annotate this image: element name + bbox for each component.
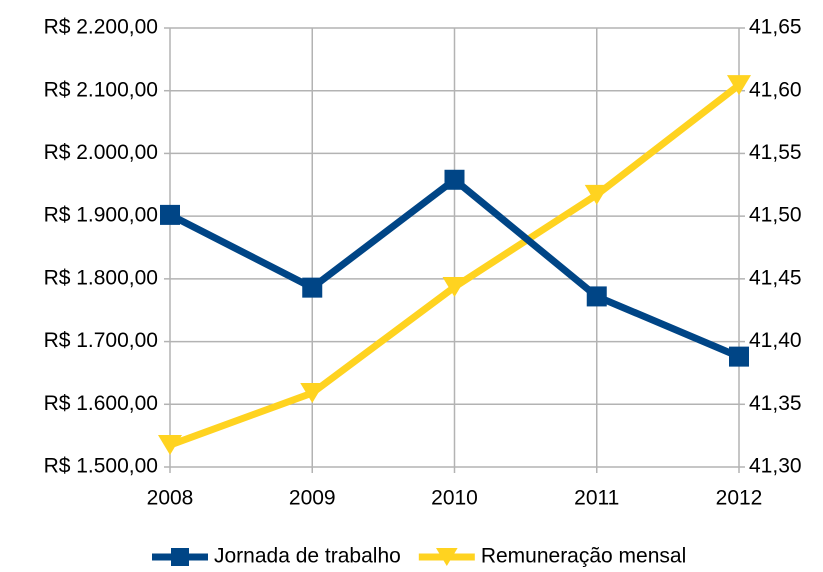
marker xyxy=(302,277,323,298)
y-tick-label: R$ 1.800,00 xyxy=(44,266,158,289)
marker xyxy=(171,548,189,566)
y-tick-label: R$ 2.000,00 xyxy=(44,141,158,164)
y-tick-label: R$ 2.200,00 xyxy=(44,16,158,39)
legend-label: Remuneração mensal xyxy=(481,545,686,568)
marker xyxy=(727,75,751,96)
y2-tick-label: 41,65 xyxy=(749,16,802,39)
series xyxy=(160,169,749,367)
y2-tick-label: 41,40 xyxy=(749,329,802,352)
marker xyxy=(300,382,325,403)
marker xyxy=(158,435,182,456)
marker xyxy=(160,204,180,225)
x-tick-label: 2009 xyxy=(289,487,336,510)
y-tick-label: R$ 1.700,00 xyxy=(44,329,158,352)
y-tick-label: R$ 1.500,00 xyxy=(44,455,158,478)
y2-tick-label: 41,50 xyxy=(749,204,802,227)
marker xyxy=(436,548,458,566)
marker xyxy=(729,346,749,367)
y2-tick-label: 41,30 xyxy=(749,455,802,478)
marker xyxy=(442,277,467,298)
x-tick-label: 2011 xyxy=(574,487,619,510)
legend-label: Jornada de trabalho xyxy=(214,545,401,568)
y-tick-label: R$ 1.600,00 xyxy=(44,392,158,415)
y-tick-label: R$ 1.900,00 xyxy=(44,204,158,227)
legend: Jornada de trabalho Remuneração mensal xyxy=(152,545,686,568)
x-tick-label: 2010 xyxy=(431,487,478,510)
series xyxy=(158,75,751,456)
x-tick-label: 2008 xyxy=(147,487,194,510)
y2-tick-label: 41,35 xyxy=(749,392,802,415)
grid xyxy=(164,27,745,473)
marker xyxy=(586,286,607,307)
y-tick-label: R$ 2.100,00 xyxy=(44,78,158,101)
marker xyxy=(584,184,609,205)
marker xyxy=(444,169,465,190)
y2-tick-label: 41,45 xyxy=(749,266,802,289)
y2-tick-label: 41,55 xyxy=(749,141,802,164)
x-tick-label: 2012 xyxy=(716,487,763,510)
y2-tick-label: 41,60 xyxy=(749,78,802,101)
